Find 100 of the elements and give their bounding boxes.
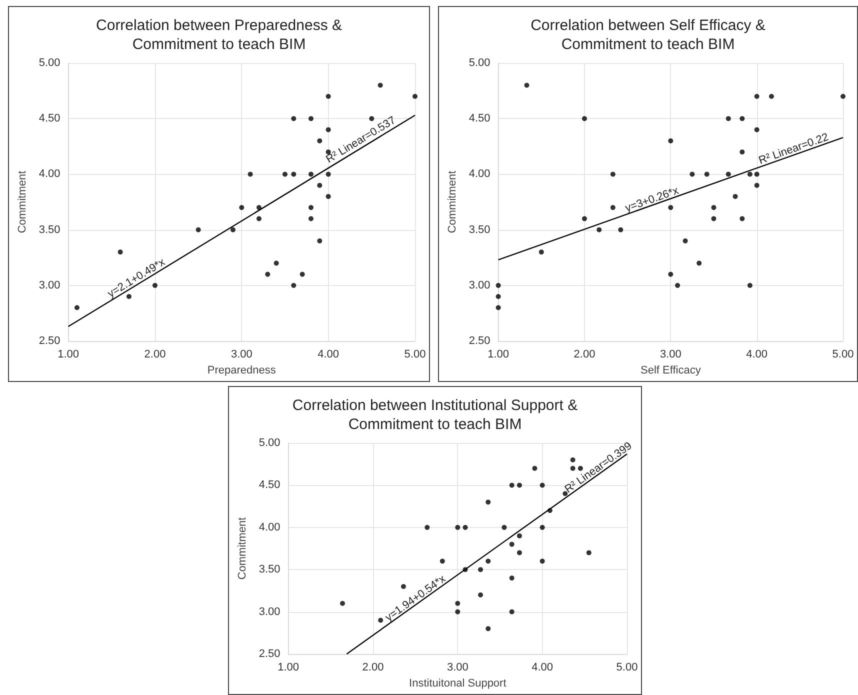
x-tick-label: 2.00 [362,662,384,674]
x-tick-label: 1.00 [58,348,80,360]
point [740,116,745,122]
x-tick-label: 4.00 [318,348,340,360]
point [256,205,262,210]
x-axis-title: Instituitonal Support [409,677,506,690]
point [486,626,491,632]
point [726,172,731,177]
point [274,260,279,266]
point [540,524,545,530]
point [486,500,491,505]
point [478,567,484,572]
point [532,466,538,471]
chart-title: Correlation between Institutional Support & Commitment to teach BIM [292,397,578,433]
y-axis-title: Commitment [236,517,248,580]
point [754,182,760,188]
point [547,508,552,514]
point [496,294,501,300]
y-tick-label: 3.50 [468,224,490,236]
point [486,558,491,564]
point [711,216,716,222]
y-tick-label: 5.00 [468,57,490,69]
point [230,227,236,232]
point [256,216,262,222]
x-axis-title: Self Efficacy [640,364,702,376]
point [509,542,514,547]
x-tick-label: 1.00 [278,662,300,674]
point [696,260,702,266]
x-tick-label: 3.00 [230,348,252,360]
point [840,94,846,99]
point [326,172,331,177]
point [455,524,460,530]
point [610,172,616,177]
point [754,172,760,177]
point [317,138,322,144]
point [455,609,460,614]
point [516,482,522,488]
point [538,250,544,255]
point [516,533,522,538]
point [462,524,468,530]
y-tick-label: 4.00 [258,521,280,534]
chart-title: Correlation between Self Efficacy & Commitment to teach BIM [530,17,766,53]
y-axis-title: Commitment [446,170,458,234]
point [586,550,592,556]
point [308,205,314,210]
point [740,149,745,154]
point [540,482,545,488]
point [740,216,745,222]
point [282,172,288,177]
point [582,216,587,222]
point [610,205,616,210]
point [570,457,576,462]
y-tick-label: 3.50 [258,564,280,576]
point [726,116,731,122]
y-tick-label: 3.00 [258,606,280,618]
point [74,305,80,310]
point [248,172,253,177]
point [239,205,244,210]
point [196,227,201,232]
point [682,238,688,244]
x-tick-label: 5.00 [832,348,854,360]
point [618,227,624,232]
y-axis-title: Commitment [16,170,28,234]
x-axis-title: Preparedness [207,364,276,376]
point [668,138,674,144]
point [424,524,430,530]
point [516,550,522,556]
point [754,94,760,99]
point [317,182,322,188]
x-tick-label: 5.00 [616,662,638,674]
point [524,82,530,88]
point [675,282,680,288]
point [291,116,296,122]
point [509,609,514,614]
point [540,558,545,564]
y-tick-label: 2.50 [38,335,60,347]
point [496,305,501,310]
y-tick-label: 3.50 [38,224,60,236]
point [326,194,331,199]
point [754,127,760,132]
x-tick-label: 1.00 [488,348,510,360]
y-tick-label: 4.50 [468,112,490,125]
point [462,567,468,572]
y-tick-label: 2.50 [258,648,280,660]
point [308,116,314,122]
point [570,466,576,471]
point [768,94,774,99]
y-tick-label: 4.00 [468,168,490,180]
point [509,482,514,488]
point [340,600,345,606]
point [378,82,383,88]
point [496,282,501,288]
point [300,272,305,277]
x-tick-label: 3.00 [446,662,468,674]
x-tick-label: 4.00 [532,662,554,674]
point [478,592,484,598]
point [711,205,716,210]
point [509,576,514,581]
point [308,172,314,177]
point [326,94,331,99]
